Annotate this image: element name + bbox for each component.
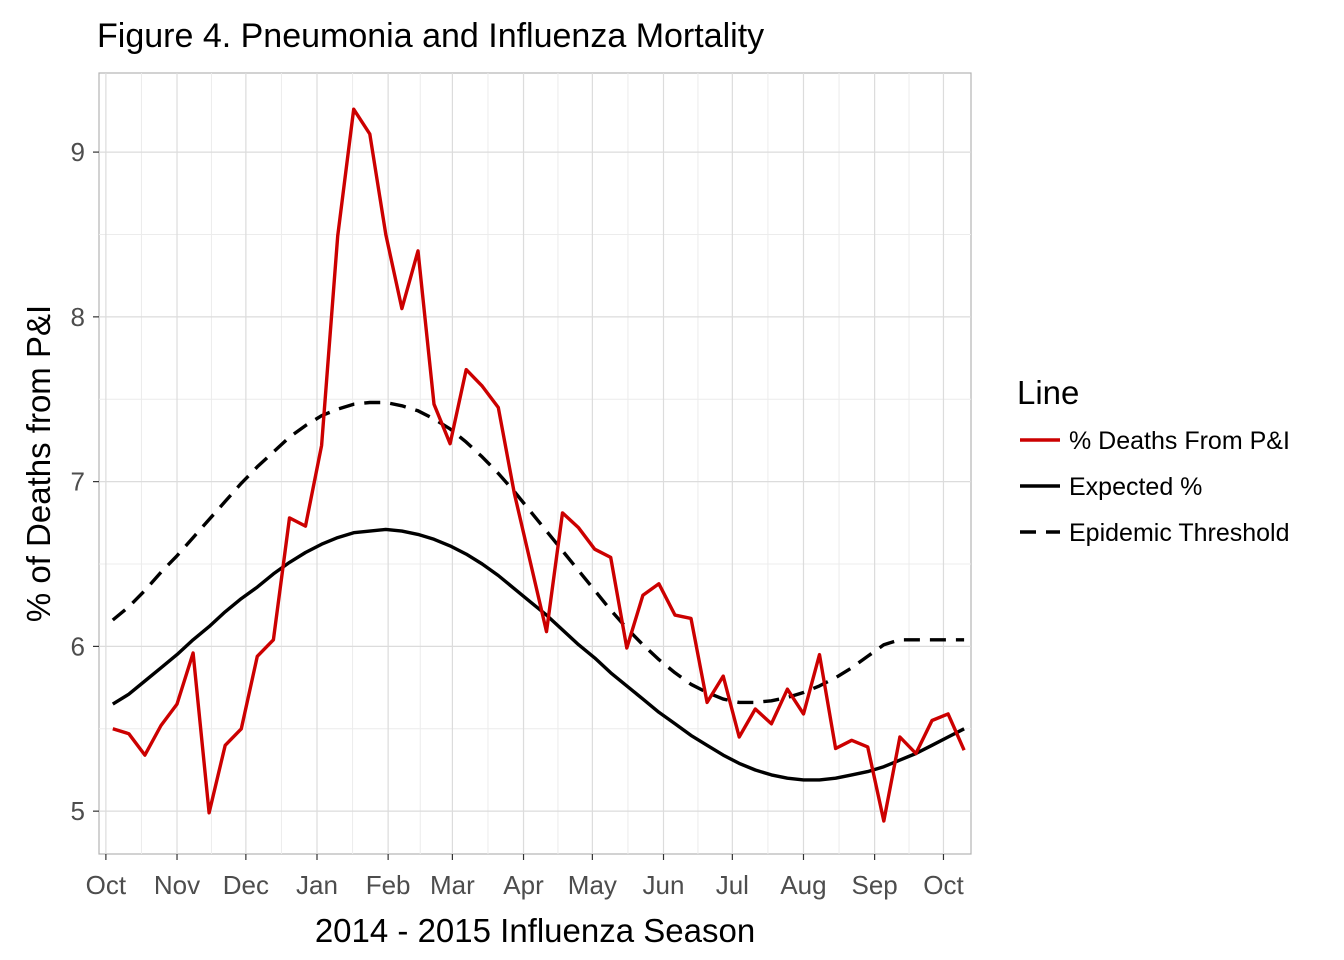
x-axis-label: 2014 - 2015 Influenza Season [315, 912, 755, 949]
legend: Line % Deaths From P&I Expected % Epidemic… [1017, 374, 1290, 547]
y-tick-label: 8 [71, 302, 85, 332]
y-axis-ticks: 5 6 7 8 9 [71, 137, 99, 826]
x-tick-label: Oct [86, 870, 127, 900]
legend-title: Line [1017, 374, 1079, 411]
gridlines [99, 73, 971, 854]
x-tick-label: Aug [780, 870, 826, 900]
x-axis-ticks: Oct Nov Dec Jan Feb Mar Apr May Jun Jul Aug Sep Oct [86, 854, 964, 900]
legend-entry-label: Epidemic Threshold [1069, 519, 1289, 547]
series-line-deaths-from-p-i [112, 107, 966, 823]
plot-panel [98, 72, 972, 855]
series-lines [111, 107, 966, 823]
x-tick-label: Jul [716, 870, 749, 900]
x-tick-label: Jun [643, 870, 685, 900]
series-line-epidemic-threshold [111, 400, 965, 705]
x-tick-label: Oct [923, 870, 964, 900]
y-tick-label: 5 [71, 796, 85, 826]
x-tick-label: Dec [223, 870, 269, 900]
x-tick-label: Feb [366, 870, 411, 900]
legend-entry-label: Expected % [1069, 473, 1202, 501]
y-axis-label: % of Deaths from P&I [20, 305, 57, 622]
x-tick-label: Nov [154, 870, 200, 900]
legend-entry-label: % Deaths From P&I [1069, 427, 1290, 455]
x-tick-label: Apr [503, 870, 544, 900]
x-tick-label: Mar [430, 870, 475, 900]
x-tick-label: May [568, 870, 617, 900]
y-tick-label: 6 [71, 631, 85, 661]
plot-background [98, 72, 972, 855]
x-tick-label: Sep [851, 870, 897, 900]
series-line-expected [111, 527, 965, 782]
x-tick-label: Jan [296, 870, 338, 900]
y-tick-label: 7 [71, 467, 85, 497]
chart-title: Figure 4. Pneumonia and Influenza Mortal… [97, 17, 764, 55]
y-tick-label: 9 [71, 137, 85, 167]
